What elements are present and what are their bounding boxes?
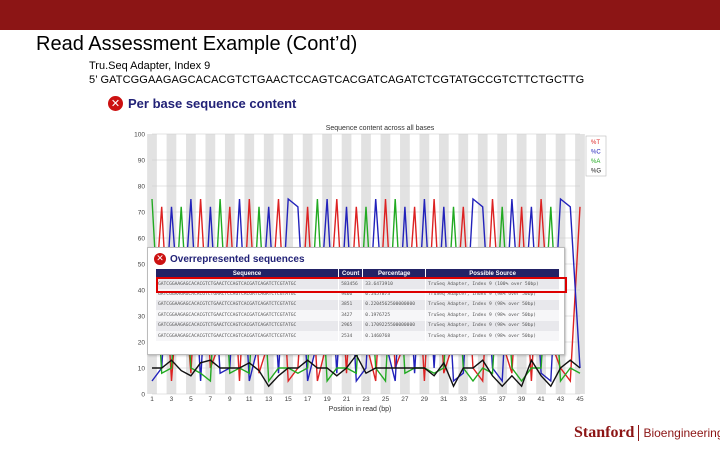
- legend-entry: %A: [591, 159, 600, 165]
- chart-y-tick-label: 100: [134, 132, 145, 139]
- highlight-box: [156, 277, 567, 293]
- legend-entry: %T: [591, 140, 600, 146]
- chart-y-tick-labels: 0 10 20 30 40 50 60 70 80 90 100: [134, 132, 145, 399]
- col-sequence: Sequence: [156, 269, 340, 279]
- table-header-row: Sequence Count Percentage Possible Sourc…: [156, 269, 560, 279]
- chart-x-axis-label: Position in read (bp): [329, 406, 392, 413]
- per-base-section-title: Per base sequence content: [128, 96, 297, 111]
- cell-count: 3851: [338, 299, 364, 311]
- chart-x-tick-label: 35: [479, 396, 487, 403]
- legend-entry: %G: [591, 169, 601, 175]
- table-row: GATCGGAAGAGCACACGTCTGAACTCCAGTCACGATCAGA…: [156, 310, 560, 321]
- chart-x-tick-label: 25: [382, 396, 390, 403]
- chart-x-tick-label: 41: [537, 396, 545, 403]
- fail-x-icon: ✕: [108, 96, 123, 111]
- chart-x-tick-label: 43: [557, 396, 565, 403]
- cell-source: TruSeq Adapter, Index 9 (98% over 50bp): [425, 299, 560, 311]
- cell-percentage: 0.2204562500000000: [362, 299, 427, 311]
- table-row: GATCGGAAGAGCACACGTCTGAACTCCAGTCACGATCAGA…: [156, 330, 560, 342]
- adapter-sequence: 5’ GATCGGAAGAGCACACGTCTGAACTCCAGTCACGATC…: [89, 74, 585, 86]
- chart-x-tick-label: 13: [265, 396, 273, 403]
- per-base-section-header: ✕ Per base sequence content: [108, 96, 296, 111]
- cell-percentage: 0.5457873: [362, 289, 427, 300]
- logo-wordmark: Stanford: [574, 424, 635, 441]
- overrepresented-header: ✕ Overrepresented sequences: [154, 253, 305, 265]
- table-row: GATCGGAAGAGCACACGTCTGAACTCCAGTCACGATCAGA…: [156, 320, 560, 331]
- chart-x-tick-label: 5: [189, 396, 193, 403]
- chart-x-tick-label: 1: [150, 396, 154, 403]
- chart-x-tick-label: 19: [323, 396, 331, 403]
- cell-count: 3427: [338, 310, 364, 321]
- stanford-bioengineering-logo: Stanford Bioengineering: [574, 424, 720, 442]
- chart-x-tick-label: 39: [518, 396, 526, 403]
- chart-x-tick-label: 37: [499, 396, 507, 403]
- cell-count: 583456: [338, 279, 364, 290]
- chart-x-tick-label: 45: [576, 396, 584, 403]
- cell-percentage: 0.1976725: [362, 310, 427, 321]
- chart-y-tick-label: 0: [141, 392, 145, 399]
- chart-y-tick-label: 70: [138, 210, 146, 217]
- table-row: GATCGGAAGAGCACACGTCTGAACTCCAGTCACGATCAGA…: [156, 279, 560, 290]
- cell-sequence: GATCGGAAGAGCACACGTCTGAACTCCAGTCACGATCAGA…: [156, 310, 340, 321]
- overrepresented-table: Sequence Count Percentage Possible Sourc…: [156, 269, 560, 342]
- cell-percentage: 33.6473910: [362, 279, 427, 290]
- fail-x-icon: ✕: [154, 253, 166, 265]
- col-percentage: Percentage: [362, 269, 427, 279]
- table-row: GATCGGAAGAGCACACGTCTGAACTCCAGTCACGATCAGA…: [156, 289, 560, 300]
- cell-sequence: GATCGGAAGAGCACACGTCTGAACTCCAGTCACGATCAGA…: [156, 299, 340, 311]
- cell-percentage: 0.1709225500000000: [362, 320, 427, 331]
- table-row: GATCGGAAGAGCACACGTCTGAACTCCAGTCACGATCAGA…: [156, 299, 560, 311]
- chart-y-tick-label: 90: [138, 158, 146, 165]
- chart-x-tick-label: 31: [440, 396, 448, 403]
- adapter-label: Tru.Seq Adapter, Index 9: [89, 60, 211, 72]
- slide-title: Read Assessment Example (Cont’d): [36, 33, 358, 55]
- cell-source: TruSeq Adapter, Index 9 (98% over 50bp): [425, 310, 560, 321]
- logo-divider: [638, 425, 640, 441]
- cell-count: 2965: [338, 320, 364, 331]
- chart-x-tick-label: 29: [421, 396, 429, 403]
- chart-x-tick-label: 3: [170, 396, 174, 403]
- cell-count: 2534: [338, 330, 364, 342]
- chart-x-tick-label: 27: [401, 396, 409, 403]
- legend-entry: %C: [591, 150, 601, 156]
- cell-sequence: GATCGGAAGAGCACACGTCTGAACTCCAGTCACGATCAGA…: [156, 289, 340, 300]
- col-possible-source: Possible Source: [425, 269, 560, 279]
- cell-source: TruSeq Adapter, Index 9 (100% over 50bp): [425, 279, 560, 290]
- chart-x-tick-label: 11: [246, 396, 253, 403]
- legend-box: [585, 135, 607, 177]
- chart-y-tick-label: 80: [138, 184, 146, 191]
- cell-count: 9466: [338, 289, 364, 300]
- chart-x-tick-label: 33: [460, 396, 468, 403]
- chart-y-tick-label: 40: [138, 288, 146, 295]
- chart-x-tick-label: 9: [228, 396, 232, 403]
- chart-y-tick-label: 60: [138, 236, 146, 243]
- col-count: Count: [338, 269, 364, 279]
- chart-x-tick-label: 21: [343, 396, 351, 403]
- chart-y-tick-label: 20: [138, 340, 146, 347]
- cell-sequence: GATCGGAAGAGCACACGTCTGAACTCCAGTCACGATCAGA…: [156, 279, 340, 290]
- cell-source: TruSeq Adapter, Index 9 (98% over 50bp): [425, 320, 560, 331]
- chart-x-tick-label: 7: [209, 396, 213, 403]
- chart-x-tick-label: 17: [304, 396, 312, 403]
- chart-y-tick-label: 30: [138, 314, 146, 321]
- chart-y-tick-label: 50: [138, 262, 146, 269]
- top-brand-band: [0, 0, 720, 30]
- chart-x-tick-label: 23: [362, 396, 370, 403]
- cell-sequence: GATCGGAAGAGCACACGTCTGAACTCCAGTCACGATCAGA…: [156, 330, 340, 342]
- cell-sequence: GATCGGAAGAGCACACGTCTGAACTCCAGTCACGATCAGA…: [156, 320, 340, 331]
- chart-legend: %T %C %A %G: [585, 135, 607, 177]
- chart-title: Sequence content across all bases: [326, 125, 435, 132]
- cell-source: TruSeq Adapter, Index 9 (98% over 50bp): [425, 289, 560, 300]
- chart-x-tick-labels: 1 3 5 7 9 11 13 15 17 19 21 23 25 27 29 31 33 35 37 39 41 43 4…: [150, 396, 584, 403]
- chart-x-tick-label: 15: [285, 396, 293, 403]
- overrepresented-title: Overrepresented sequences: [170, 253, 305, 265]
- chart-y-tick-label: 10: [138, 366, 146, 373]
- cell-source: TruSeq Adapter, Index 9 (98% over 50bp): [425, 330, 560, 342]
- chart-series-line: [152, 353, 581, 388]
- logo-department: Bioengineering: [643, 426, 720, 440]
- cell-percentage: 0.1460768: [362, 330, 427, 342]
- overrepresented-sequences-panel: ✕ Overrepresented sequences Sequence Cou…: [147, 247, 565, 355]
